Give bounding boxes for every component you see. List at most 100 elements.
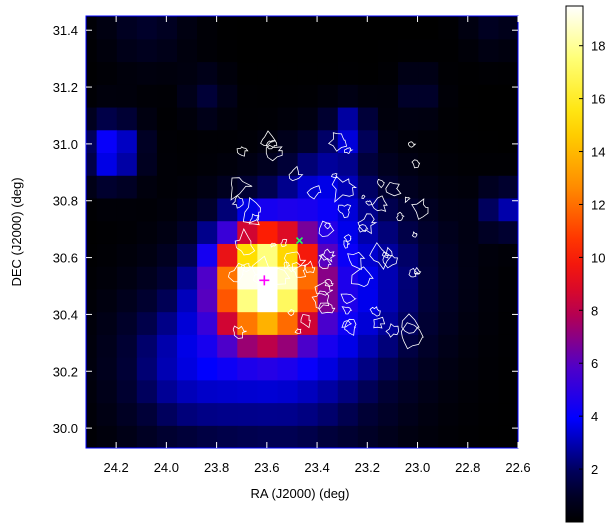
contour-line (318, 253, 332, 270)
heatmap-cell (337, 425, 358, 448)
heatmap-cell (357, 16, 378, 40)
heatmap-cell (457, 311, 479, 335)
heatmap-cell (176, 197, 198, 222)
heatmap-cell (136, 379, 157, 404)
heatmap-cell (96, 38, 117, 63)
contour-line (232, 325, 247, 339)
heatmap-cell (397, 152, 419, 176)
heatmap-cell (136, 357, 157, 381)
heatmap-cell (216, 379, 238, 404)
heatmap-cell (497, 152, 518, 176)
heatmap-cell (377, 152, 399, 176)
heatmap-cell (176, 38, 198, 63)
contour-line (341, 306, 353, 315)
x-axis-label: RA (J2000) (deg) (251, 486, 350, 501)
heatmap-cell (86, 357, 97, 381)
heatmap-cell (357, 220, 378, 244)
contour-line (283, 251, 307, 273)
heatmap-cell (477, 16, 499, 40)
heatmap-cell (176, 175, 198, 199)
heatmap-cell (457, 243, 479, 267)
heatmap-cell (276, 61, 298, 85)
contour-line (396, 211, 405, 222)
heatmap-cell (437, 152, 459, 176)
contour-line (265, 140, 278, 150)
heatmap-cell (176, 106, 198, 131)
heatmap-cell (116, 311, 137, 335)
heatmap-cell (477, 379, 499, 404)
heatmap-cell (417, 16, 439, 40)
x-tick-label: 23.0 (405, 460, 430, 475)
heatmap-cell (256, 175, 278, 199)
x-tick-label: 24.0 (154, 460, 179, 475)
heatmap-cell (176, 84, 198, 108)
heatmap-cell (116, 379, 137, 404)
heatmap-cell (437, 84, 459, 108)
heatmap-cell (136, 106, 157, 131)
heatmap-cell (296, 175, 318, 199)
contour-line (253, 267, 273, 288)
contour-line (331, 175, 358, 203)
heatmap-cell (317, 84, 338, 108)
heatmap-cell (236, 220, 258, 244)
heatmap-cell (417, 402, 439, 426)
contour-line (242, 197, 261, 224)
heatmap-cell (256, 38, 278, 63)
heatmap-cell (276, 16, 298, 40)
heatmap-cell (136, 243, 157, 267)
contour-line (271, 267, 291, 285)
heatmap-cell (377, 84, 399, 108)
heatmap-cell (196, 266, 218, 290)
contour-line (407, 141, 417, 148)
contour-line (404, 196, 411, 204)
contour-line (230, 177, 253, 201)
heatmap-cell (86, 311, 97, 335)
contour-line (347, 251, 366, 271)
heatmap-cell (317, 311, 338, 335)
heatmap-cell (457, 266, 479, 290)
contour-line (343, 240, 350, 249)
contour-line (401, 313, 420, 334)
heatmap-cell (417, 84, 439, 108)
heatmap-cell (276, 288, 298, 313)
heatmap-cell (176, 334, 198, 358)
y-tick-label: 30.2 (53, 364, 78, 379)
heatmap-cell (276, 197, 298, 222)
heatmap-cell (397, 61, 419, 85)
contour-line (306, 185, 322, 200)
heatmap-cell (437, 16, 459, 17)
heatmap-cell (236, 16, 258, 40)
heatmap-cell (457, 357, 479, 381)
heatmap-cell (296, 61, 318, 85)
heatmap-cell (236, 106, 258, 131)
heatmap-cell (156, 106, 178, 131)
heatmap-cell (216, 152, 238, 176)
heatmap-cell (397, 334, 419, 358)
heatmap-cell (116, 197, 137, 222)
heatmap-cell (417, 266, 439, 290)
heatmap-cell (296, 16, 318, 17)
heatmap-cell (86, 106, 97, 131)
heatmap-cell (256, 311, 278, 335)
heatmap-cell (156, 61, 178, 85)
contour-line (265, 144, 283, 162)
heatmap-cell (216, 106, 238, 131)
heatmap-cell (337, 402, 358, 426)
heatmap-cell (156, 243, 178, 267)
heatmap-cell (236, 379, 258, 404)
colorbar-tick-label: 10 (591, 250, 605, 265)
heatmap-cell (477, 16, 499, 17)
heatmap-cell (497, 288, 518, 313)
heatmap-cell (156, 288, 178, 313)
heatmap-cell (317, 16, 338, 40)
heatmap-cell (337, 311, 358, 335)
heatmap-cell (477, 243, 499, 267)
heatmap-cell (256, 334, 278, 358)
heatmap-cell (417, 16, 439, 17)
heatmap-cell (457, 16, 479, 40)
heatmap-cell (86, 243, 97, 267)
heatmap-cell (236, 402, 258, 426)
contour-line (377, 178, 385, 189)
heatmap-cell (477, 84, 499, 108)
heatmap-cell (276, 357, 298, 381)
